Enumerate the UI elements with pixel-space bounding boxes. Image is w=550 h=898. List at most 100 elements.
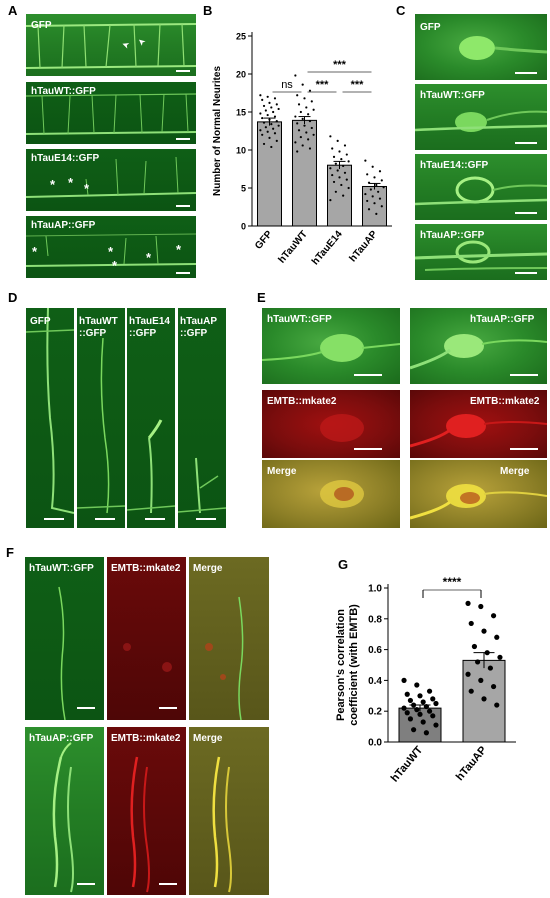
chart-b-category-label: hTauWT <box>276 229 309 266</box>
chart-b-data-point <box>275 139 278 142</box>
chart-b-data-point <box>305 131 308 134</box>
chart-b-data-point <box>264 109 267 112</box>
chart-b-data-point <box>343 144 347 147</box>
chart-g-y-axis-label: coefficient (with EMTB) <box>348 604 360 726</box>
chart-b-data-point <box>294 74 297 77</box>
panel-a-label-htaue14: hTauE14::GFP <box>31 153 100 164</box>
chart-b-data-point <box>375 212 378 215</box>
panel-e-image-emtb-wt: EMTB::mkate2 <box>262 390 400 458</box>
panel-e-image-emtb-ap: EMTB::mkate2 <box>410 390 547 458</box>
chart-g-data-point <box>481 628 487 634</box>
panel-a-image-htaue14: hTauE14::GFP * * * <box>26 149 196 211</box>
chart-b-data-point <box>261 98 264 101</box>
chart-b-data-point <box>373 176 376 179</box>
chart-b-data-point <box>331 147 334 150</box>
scale-bar <box>176 70 190 72</box>
chart-g-data-point <box>490 683 497 690</box>
panel-c-image-htaue14: hTauE14::GFP <box>415 154 547 220</box>
chart-b-data-point <box>268 118 271 121</box>
chart-b-data-point <box>270 106 273 109</box>
panel-f-label-emtb-wt: EMTB::mkate2 <box>111 563 181 574</box>
chart-b-data-point <box>301 144 304 147</box>
chart-g-y-tick-label: 0.0 <box>368 738 382 749</box>
panel-a-label-gfp: GFP <box>31 20 52 31</box>
chart-b-data-point <box>262 121 266 124</box>
chart-b-data-point <box>332 155 336 158</box>
asterisk-marker-icon: * <box>176 242 182 257</box>
chart-b-data-point <box>301 117 304 120</box>
scale-bar <box>176 205 190 207</box>
chart-b-data-point <box>343 171 347 174</box>
chart-b-data-point <box>294 115 297 118</box>
chart-b-data-point <box>371 165 374 168</box>
chart-b-data-point <box>342 194 345 197</box>
panel-d-image-htauwt: hTauWT ::GFP <box>77 308 125 528</box>
chart-g-data-point <box>468 620 474 627</box>
panel-a-image-htauwt: hTauWT::GFP <box>26 82 196 144</box>
chart-b-bar <box>362 185 387 227</box>
scale-bar <box>176 138 190 140</box>
scale-bar <box>77 707 95 709</box>
chart-g-data-point <box>475 659 481 665</box>
chart-b-data-point <box>264 126 267 129</box>
chart-g-data-point <box>478 677 484 683</box>
chart-b-data-point <box>345 153 348 156</box>
panel-c-label-htaue14: hTauE14::GFP <box>420 160 489 171</box>
chart-g-y-tick-label: 0.6 <box>368 645 382 656</box>
panel-d-label-htaue14-line2: ::GFP <box>129 328 157 339</box>
worm-ventral-cord <box>26 233 196 267</box>
chart-b-data-point <box>297 103 301 106</box>
chart-b-data-point <box>261 133 264 136</box>
chart-g-data-point <box>465 671 471 677</box>
panel-e-label-htauwt: hTauWT::GFP <box>267 314 332 325</box>
panel-e-label-emtb-wt: EMTB::mkate2 <box>267 396 337 407</box>
panel-f-label-htauap: hTauAP::GFP <box>29 733 94 744</box>
chart-b-data-point <box>312 108 315 111</box>
chart-g-data-point <box>401 705 407 711</box>
chart-b-data-point <box>259 112 262 115</box>
chart-b-data-point <box>301 83 304 86</box>
chart-b-data-point <box>347 160 350 163</box>
neuron-soma <box>415 240 547 271</box>
chart-g-data-point <box>404 710 410 716</box>
chart-b-data-point <box>307 113 310 116</box>
panel-f-image-htauwt: hTauWT::GFP <box>25 557 104 720</box>
panel-f-label-merge-ap: Merge <box>193 733 223 744</box>
chart-b-data-point <box>345 178 348 181</box>
chart-g-data-point <box>411 702 417 708</box>
chart-b-data-point <box>338 150 341 153</box>
chart-b-data-point <box>273 97 277 100</box>
chart-b-data-point <box>303 124 306 127</box>
asterisk-marker-icon: * <box>84 181 90 196</box>
panel-c-label-htauwt: hTauWT::GFP <box>420 90 485 101</box>
chart-b-data-point <box>378 170 382 173</box>
asterisk-marker-icon: * <box>112 258 118 273</box>
panel-d-label-htauwt-line2: ::GFP <box>79 328 107 339</box>
chart-b-data-point <box>277 124 280 127</box>
panel-d-label-htauap-line2: ::GFP <box>180 328 208 339</box>
chart-b-category-label: hTauE14 <box>310 229 345 268</box>
chart-b-data-point <box>342 164 345 168</box>
panel-c-image-gfp: GFP <box>415 14 547 80</box>
asterisk-marker-icon: * <box>50 177 56 192</box>
chart-g-data-point <box>481 696 487 702</box>
chart-b-data-point <box>299 135 302 139</box>
scale-bar <box>515 212 537 214</box>
chart-g-data-point <box>471 643 478 650</box>
chart-b-data-point <box>272 110 275 114</box>
panel-e-label-emtb-ap: EMTB::mkate2 <box>470 396 540 407</box>
chart-b-data-point <box>305 106 308 109</box>
chart-b-data-point <box>308 89 312 92</box>
panel-e-image-merge-ap: Merge <box>410 460 547 528</box>
panel-f-image-htauap: hTauAP::GFP <box>25 727 104 895</box>
chart-g-data-point <box>478 603 484 610</box>
scale-bar <box>159 883 177 885</box>
scale-bar <box>176 272 190 274</box>
chart-b-data-point <box>296 150 299 153</box>
neuron-soma <box>410 414 547 448</box>
neuron-soma <box>320 414 364 442</box>
background-spots <box>123 643 172 672</box>
scale-bar <box>510 374 538 376</box>
chart-b-bar <box>292 119 317 227</box>
chart-b-data-point <box>310 126 313 130</box>
